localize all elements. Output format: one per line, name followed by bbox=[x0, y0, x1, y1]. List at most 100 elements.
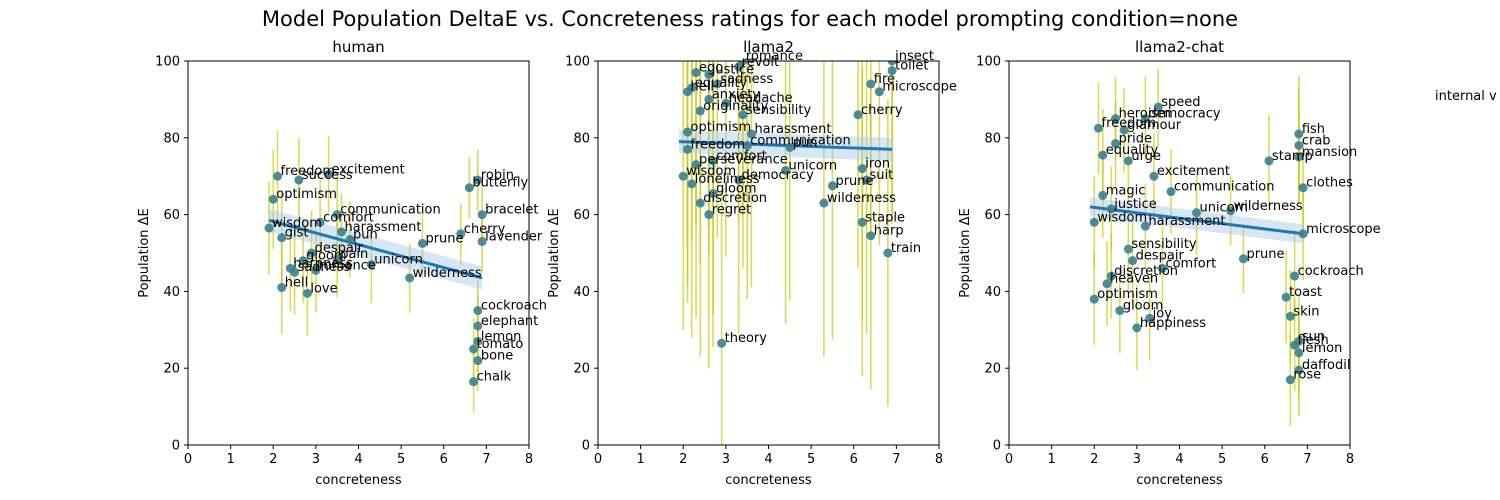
data-point bbox=[473, 321, 483, 331]
point-label: unicorn bbox=[1200, 201, 1249, 216]
point-label: communication bbox=[340, 203, 441, 218]
point-label: optimism bbox=[1097, 287, 1158, 302]
plot-area bbox=[1089, 68, 1308, 426]
data-point bbox=[264, 223, 274, 233]
trend-line bbox=[678, 140, 893, 151]
x-axis-label: concreteness bbox=[725, 473, 812, 488]
x-tick-label: 1 bbox=[226, 452, 234, 467]
data-point bbox=[1102, 279, 1112, 289]
data-point bbox=[781, 165, 791, 175]
data-point bbox=[1098, 190, 1108, 200]
data-point bbox=[1098, 150, 1108, 160]
point-label: excitement bbox=[332, 162, 405, 177]
data-point bbox=[345, 235, 355, 245]
point-label: harassment bbox=[1148, 214, 1225, 229]
data-point bbox=[1140, 221, 1150, 231]
x-tick-label: 4 bbox=[354, 452, 362, 467]
x-tick-label: 2 bbox=[679, 452, 687, 467]
x-tick-label: 8 bbox=[935, 452, 943, 467]
point-label: prune bbox=[425, 231, 463, 246]
point-label: freedom bbox=[691, 137, 746, 152]
data-point bbox=[273, 171, 283, 181]
y-tick-label: 40 bbox=[984, 285, 1001, 300]
data-point bbox=[1145, 313, 1155, 323]
data-point bbox=[1298, 229, 1308, 239]
y-tick-label: 40 bbox=[573, 285, 590, 300]
point-label: microscope bbox=[1306, 222, 1381, 237]
point-label: unicorn bbox=[374, 253, 423, 268]
data-point bbox=[857, 217, 867, 227]
data-point bbox=[366, 260, 376, 270]
point-label: despair bbox=[315, 241, 364, 256]
point-label: romance bbox=[746, 49, 803, 64]
data-point bbox=[1132, 323, 1142, 333]
point-label: tomato bbox=[477, 337, 524, 352]
data-point bbox=[866, 231, 876, 241]
x-tick-label: 8 bbox=[525, 452, 533, 467]
data-point bbox=[1149, 171, 1159, 181]
data-point bbox=[691, 68, 701, 78]
x-axis-label: concreteness bbox=[315, 473, 402, 488]
point-label: train bbox=[891, 241, 921, 256]
data-point bbox=[827, 181, 837, 191]
point-label: optimism bbox=[276, 187, 337, 202]
point-label: bracelet bbox=[485, 203, 538, 218]
data-point bbox=[285, 263, 295, 273]
data-point bbox=[887, 61, 897, 66]
x-axis: 0 1 2 3 4 5 6 7 8 bbox=[594, 445, 943, 467]
data-point bbox=[456, 229, 466, 239]
point-label: staple bbox=[865, 210, 905, 225]
point-label: suit bbox=[870, 168, 894, 183]
point-label: regret bbox=[712, 203, 751, 218]
data-point bbox=[1285, 375, 1295, 385]
data-point bbox=[1294, 365, 1304, 375]
data-point bbox=[1238, 254, 1248, 264]
data-point bbox=[277, 233, 287, 243]
y-axis: 0 20 40 60 80 100 bbox=[565, 55, 598, 454]
point-label: glamour bbox=[1127, 118, 1182, 133]
point-label: pride bbox=[1119, 132, 1152, 147]
data-point bbox=[324, 169, 334, 179]
data-point bbox=[1106, 204, 1116, 214]
data-point bbox=[469, 344, 479, 354]
y-axis: 0 20 40 60 80 100 bbox=[976, 55, 1009, 454]
data-point bbox=[1115, 306, 1125, 316]
y-tick-label: 100 bbox=[976, 55, 1001, 70]
data-point bbox=[734, 62, 744, 72]
data-point bbox=[866, 79, 876, 89]
data-point bbox=[1192, 208, 1202, 218]
data-point bbox=[1140, 114, 1150, 124]
data-point bbox=[1290, 340, 1300, 350]
data-point bbox=[473, 175, 483, 185]
point-label: gloom bbox=[716, 181, 756, 196]
data-point bbox=[742, 140, 752, 150]
point-label: wilderness bbox=[413, 266, 482, 281]
y-tick-label: 0 bbox=[582, 439, 590, 454]
point-label: magic bbox=[1106, 183, 1146, 198]
y-tick-label: 60 bbox=[573, 208, 590, 223]
data-point bbox=[687, 83, 697, 93]
point-label: communication bbox=[1174, 180, 1275, 195]
x-axis: 0 1 2 3 4 5 6 7 8 bbox=[184, 445, 533, 467]
point-label: toast bbox=[1289, 285, 1322, 300]
point-label: toilet bbox=[895, 59, 928, 74]
y-axis-label: Population ΔE bbox=[547, 208, 562, 298]
x-tick-label: 5 bbox=[397, 452, 405, 467]
point-label: urge bbox=[1131, 149, 1161, 164]
point-label: clothes bbox=[1306, 176, 1353, 191]
x-tick-label: 2 bbox=[269, 452, 277, 467]
x-tick-label: 4 bbox=[1175, 452, 1183, 467]
y-tick-label: 80 bbox=[573, 131, 590, 146]
data-point bbox=[268, 194, 278, 204]
point-label: heaven bbox=[1110, 272, 1158, 287]
point-label: chalk bbox=[477, 370, 512, 385]
point-label: speed bbox=[1161, 95, 1200, 110]
point-label: microscope bbox=[882, 80, 957, 95]
data-point bbox=[1123, 244, 1133, 254]
data-point bbox=[862, 175, 872, 185]
subplot-title: human bbox=[332, 38, 384, 56]
data-point bbox=[1285, 311, 1295, 321]
point-label: democracy bbox=[742, 168, 814, 183]
data-point bbox=[1226, 206, 1236, 216]
